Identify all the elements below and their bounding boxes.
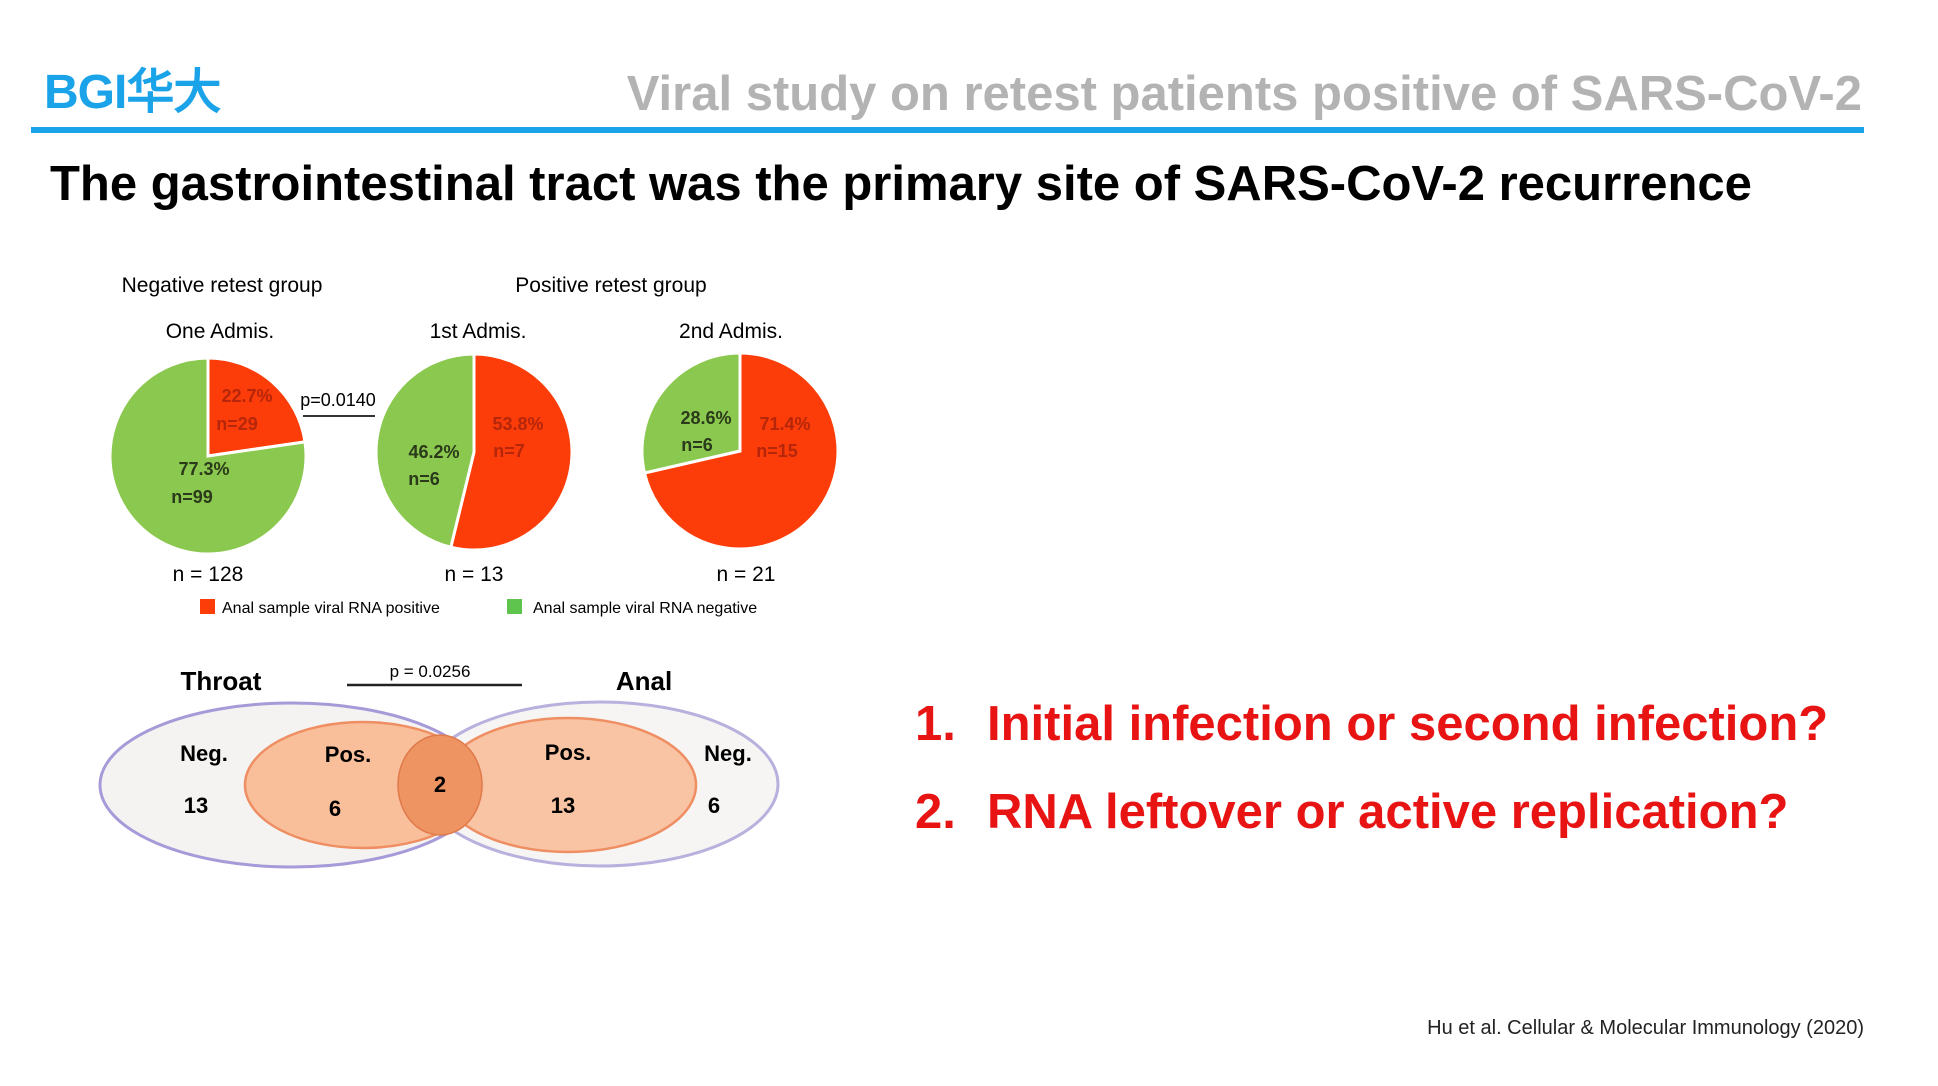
pie1-positive-n: n=29 <box>216 414 258 434</box>
question-2-number: 2. <box>915 785 956 839</box>
venn-throat-pos-value: 6 <box>329 796 341 821</box>
venn-label-throat: Throat <box>181 666 262 696</box>
pie3-positive-pct: 71.4% <box>759 414 810 434</box>
pie3-slice-negative <box>640 351 742 475</box>
question-2: 2. RNA leftover or active replication? <box>915 784 1788 840</box>
legend-label-positive: Anal sample viral RNA positive <box>222 600 440 617</box>
legend-swatch-negative <box>507 599 522 614</box>
pie2-negative-n: n=6 <box>408 469 440 489</box>
pie1-total: n = 128 <box>173 563 244 586</box>
pie-title-2nd-admis: 2nd Admis. <box>679 320 783 343</box>
venn-throat-neg-label: Neg. <box>180 741 228 766</box>
pie3-positive-n: n=15 <box>756 441 798 461</box>
venn-throat-neg-value: 13 <box>184 793 208 818</box>
question-1-text: Initial infection or second infection? <box>987 697 1829 751</box>
venn-anal-neg-label: Neg. <box>704 741 752 766</box>
venn-anal-neg-value: 6 <box>708 793 720 818</box>
venn-label-anal: Anal <box>616 666 672 696</box>
bgi-logo: BGI华大 <box>44 66 221 119</box>
pie1-positive-pct: 22.7% <box>221 386 272 406</box>
pie3-negative-pct: 28.6% <box>680 408 731 428</box>
question-2-text: RNA leftover or active replication? <box>987 785 1789 839</box>
headline: The gastrointestinal tract was the prima… <box>50 157 1752 211</box>
pie-title-1st-admis: 1st Admis. <box>430 320 527 343</box>
question-1-number: 1. <box>915 697 956 751</box>
pie3-negative-n: n=6 <box>681 435 713 455</box>
pie1-negative-pct: 77.3% <box>178 459 229 479</box>
citation: Hu et al. Cellular & Molecular Immunolog… <box>1427 1017 1864 1039</box>
pie1-slice-negative <box>108 356 308 556</box>
venn-anal-pos-value: 13 <box>551 793 575 818</box>
group-label-negative: Negative retest group <box>122 274 323 297</box>
pie2-slice-negative <box>374 352 476 550</box>
pie2-positive-n: n=7 <box>493 441 525 461</box>
slide-title: Viral study on retest patients positive … <box>626 67 1862 121</box>
venn-anal-pos-label: Pos. <box>545 740 591 765</box>
pie3-total: n = 21 <box>717 563 776 586</box>
venn-both-value: 2 <box>434 772 446 797</box>
venn-p-value: p = 0.0256 <box>390 662 471 681</box>
pie1-negative-n: n=99 <box>171 487 213 507</box>
title-divider <box>31 127 1864 133</box>
venn-throat-pos-label: Pos. <box>325 742 371 767</box>
legend-swatch-positive <box>200 599 215 614</box>
pie-p-value: p=0.0140 <box>300 390 376 410</box>
pie-slices <box>108 351 840 556</box>
pie1-slice-positive <box>206 356 307 458</box>
group-label-positive: Positive retest group <box>515 274 706 297</box>
pie2-negative-pct: 46.2% <box>408 442 459 462</box>
pie2-positive-pct: 53.8% <box>492 414 543 434</box>
pie-title-one-admis: One Admis. <box>166 320 275 343</box>
pie2-slice-positive <box>449 352 574 552</box>
venn-overlap <box>397 734 483 836</box>
question-1: 1. Initial infection or second infection? <box>915 696 1828 752</box>
legend-label-negative: Anal sample viral RNA negative <box>533 600 757 617</box>
pie2-total: n = 13 <box>445 563 504 586</box>
